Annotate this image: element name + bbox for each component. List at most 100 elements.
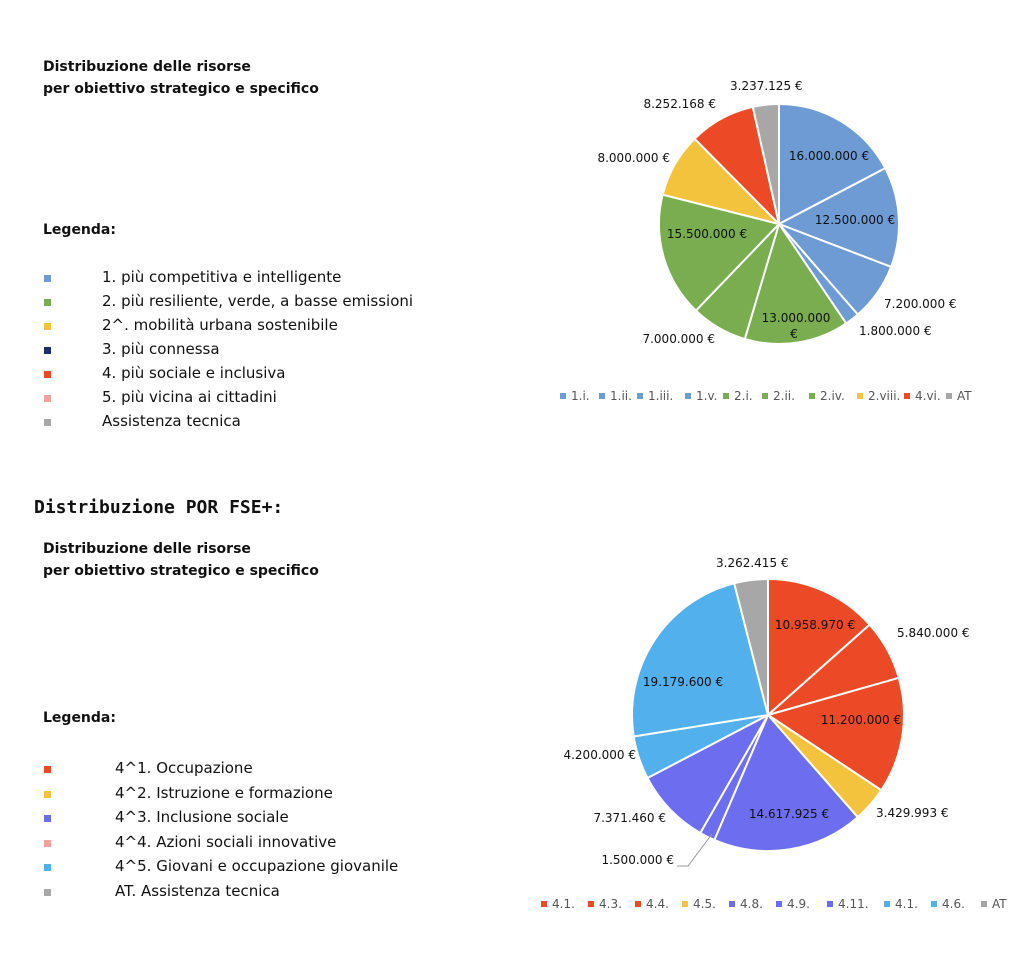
legend-label: 4. più sociale e inclusiva — [102, 364, 286, 382]
data-label: 4.200.000 € — [563, 748, 636, 762]
data-label: 1.800.000 € — [859, 324, 932, 338]
legend-label: 1. più competitiva e intelligente — [102, 268, 342, 286]
bottom-subtitle-line1: Distribuzione delle risorse — [43, 541, 251, 557]
data-label: 7.000.000 € — [642, 332, 715, 346]
legend-entry: 4.vi. — [915, 389, 941, 403]
legend-label: 4^5. Giovani e occupazione giovanile — [115, 857, 399, 875]
legend-marker — [685, 393, 691, 399]
legend-entry: 4.8. — [740, 897, 763, 911]
data-label: 1.500.000 € — [601, 853, 674, 867]
legend-entry: 4.4. — [646, 897, 669, 911]
legend-marker — [762, 393, 768, 399]
legend-label: 5. più vicina ai cittadini — [102, 388, 277, 406]
legend-label: 3. più connessa — [102, 340, 220, 358]
data-label: 19.179.600 € — [643, 675, 723, 689]
legend-swatch — [44, 419, 51, 426]
legend-label: Assistenza tecnica — [102, 412, 241, 430]
legend-entry: 1.iii. — [648, 389, 673, 403]
legend-marker — [884, 901, 890, 907]
bottom-subtitle-line2: per obiettivo strategico e specifico — [43, 563, 319, 579]
legend-marker — [809, 393, 815, 399]
legend-entry: 4.1. — [552, 897, 575, 911]
legend-entry: 1.i. — [571, 389, 590, 403]
pie-slice — [658, 193, 781, 313]
top-subtitle: Distribuzione delle risorse per obiettiv… — [43, 56, 319, 100]
legend-entry: 2.iv. — [820, 389, 845, 403]
legend-label: 4^1. Occupazione — [115, 759, 253, 777]
legend-swatch — [44, 790, 51, 798]
legend-entry: 4.1. — [895, 897, 918, 911]
legend-label: 2. più resiliente, verde, a basse emissi… — [102, 292, 414, 310]
data-label: 3.429.993 € — [876, 806, 949, 820]
legend-entry: 4.11. — [838, 897, 869, 911]
data-label: 15.500.000 € — [667, 227, 747, 241]
legend-swatch — [44, 864, 51, 871]
legend-swatch — [44, 888, 51, 896]
legend-marker — [560, 393, 566, 399]
legend-entry: 1.ii. — [610, 389, 632, 403]
legend-entry: 2.viii. — [868, 389, 900, 403]
top-subtitle-line2: per obiettivo strategico e specifico — [43, 81, 319, 97]
pie-slice — [631, 582, 770, 738]
legend-swatch — [44, 839, 51, 847]
legend-marker — [682, 901, 688, 907]
legend-marker — [599, 393, 605, 399]
legend-label: 4^3. Inclusione sociale — [115, 808, 289, 826]
legend-entry: AT — [957, 389, 972, 403]
bottom-legend-title: Legenda: — [43, 710, 116, 726]
legend-entry: 1.v. — [696, 389, 717, 403]
legend-entry: 2.i. — [734, 389, 753, 403]
legend-entry: 4.3. — [599, 897, 622, 911]
legend-marker — [637, 393, 643, 399]
legend-marker — [635, 901, 641, 907]
pie-slice — [713, 713, 860, 852]
pie-slice — [767, 577, 872, 718]
legend-entry: 4.6. — [942, 897, 965, 911]
legend-swatch — [44, 299, 51, 306]
legend-marker — [588, 901, 594, 907]
pie-slice — [751, 102, 780, 225]
legend-swatch — [44, 323, 51, 330]
data-label: 11.200.000 € — [821, 713, 901, 727]
section-title: Distribuzione POR FSE+: — [34, 497, 284, 518]
legend-marker — [541, 901, 547, 907]
top-legend-title: Legenda: — [43, 222, 116, 238]
pie-slice — [778, 102, 887, 226]
data-label: 7.200.000 € — [884, 297, 957, 311]
leader-line — [677, 833, 713, 867]
legend-label: 4^4. Azioni sociali innovative — [115, 832, 337, 851]
data-label: 3.262.415 € — [716, 556, 789, 570]
legend-swatch — [44, 371, 51, 378]
data-label: 10.958.970 € — [775, 618, 855, 632]
legend-entry: AT — [992, 897, 1007, 911]
legend-label: 4^2. Istruzione e formazione — [115, 783, 333, 802]
top-subtitle-line1: Distribuzione delle risorse — [43, 59, 251, 75]
data-label: 12.500.000 € — [815, 213, 895, 227]
data-label: 7.371.460 € — [593, 811, 666, 825]
legend-entry: 2.ii. — [773, 389, 795, 403]
legend-marker — [904, 393, 910, 399]
legend-swatch — [44, 347, 51, 354]
bottom-subtitle: Distribuzione delle risorse per obiettiv… — [43, 538, 319, 582]
legend-marker — [931, 901, 937, 907]
data-label: 14.617.925 € — [749, 807, 829, 821]
legend-label: AT. Assistenza tecnica — [115, 881, 280, 900]
data-label: 8.000.000 € — [597, 151, 670, 165]
pie-slice — [765, 676, 905, 792]
pie-slice — [732, 577, 769, 716]
legend-swatch — [44, 815, 51, 822]
data-label: 16.000.000 € — [789, 149, 869, 163]
legend-entry: 4.9. — [787, 897, 810, 911]
legend-label: 2^. mobilità urbana sostenibile — [102, 316, 338, 334]
data-label: 3.237.125 € — [730, 79, 803, 93]
legend-entry: 4.5. — [693, 897, 716, 911]
legend-marker — [776, 901, 782, 907]
legend-swatch — [44, 766, 51, 773]
legend-marker — [723, 393, 729, 399]
data-label: 13.000.000 — [762, 311, 831, 325]
data-label: € — [790, 327, 798, 341]
legend-marker — [981, 901, 987, 907]
legend-marker — [857, 393, 863, 399]
data-label: 8.252.168 € — [643, 97, 716, 111]
